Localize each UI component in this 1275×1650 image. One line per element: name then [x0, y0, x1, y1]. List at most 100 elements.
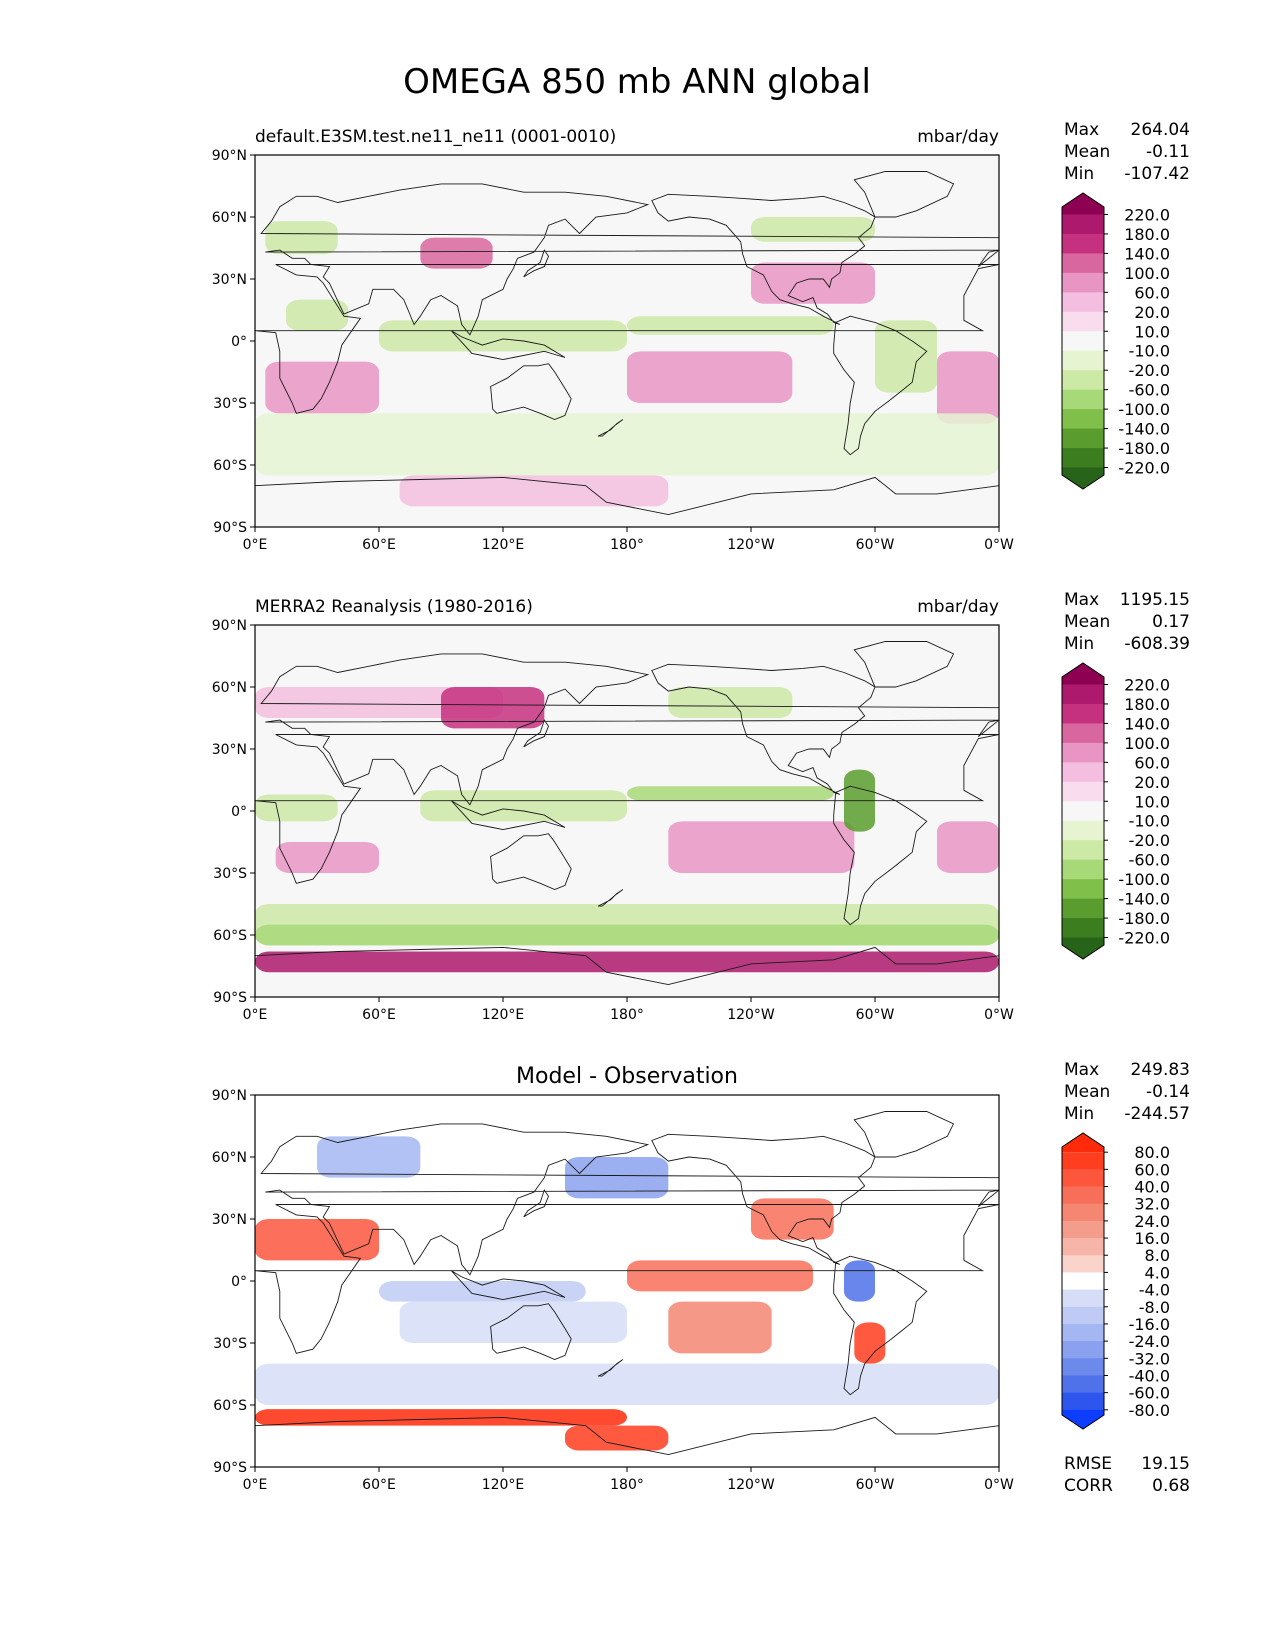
reference-colorbar-label: 220.0	[1124, 675, 1170, 694]
lon-tick-label: 0°W	[984, 1477, 1014, 1493]
lon-tick-label: 120°E	[482, 537, 525, 553]
lat-tick-label: 30°N	[212, 1212, 247, 1228]
lat-tick-label: 90°N	[212, 1088, 247, 1104]
lat-tick-label: 60°S	[213, 928, 247, 944]
lat-tick-label: 30°N	[212, 742, 247, 758]
reference-coastlines	[255, 641, 999, 997]
test-colorbar-segment	[1062, 233, 1104, 254]
test-stat-value: -107.42	[1124, 164, 1190, 184]
lat-tick-label: 90°S	[213, 990, 247, 1006]
reference-colorbar-segment	[1062, 859, 1104, 880]
lat-tick-label: 30°S	[213, 866, 247, 882]
reference-colorbar-segment	[1062, 801, 1104, 822]
reference-field-region	[275, 842, 379, 873]
test-colorbar-label: 10.0	[1134, 322, 1170, 341]
difference-colorbar-extend-min	[1062, 1409, 1104, 1429]
difference-colorbar-segment	[1062, 1358, 1104, 1376]
difference-colorbar-label: 24.0	[1134, 1212, 1170, 1231]
lon-tick-label: 180°	[610, 1477, 644, 1493]
reference-field-region	[668, 821, 855, 873]
difference-stat-label: Min	[1064, 1104, 1094, 1124]
difference-stat-value: 249.83	[1131, 1060, 1190, 1080]
lon-tick-label: 120°W	[727, 537, 775, 553]
test-colorbar-label: 100.0	[1124, 264, 1170, 283]
difference-colorbar-label: 8.0	[1145, 1246, 1170, 1265]
lon-tick-label: 120°W	[727, 1477, 775, 1493]
reference-stat-label: Mean	[1064, 612, 1110, 632]
difference-colorbar-label: -80.0	[1129, 1401, 1170, 1420]
reference-colorbar-label: 10.0	[1134, 792, 1170, 811]
difference-colorbar-label: 40.0	[1134, 1178, 1170, 1197]
test-field-region	[255, 413, 999, 476]
difference-field-region	[255, 1363, 999, 1405]
reference-colorbar-label: 140.0	[1124, 714, 1170, 733]
reference-stat-label: Max	[1064, 590, 1099, 610]
test-stat-label: Max	[1064, 120, 1099, 140]
difference-field	[255, 1095, 999, 1467]
reference-field-region	[255, 924, 999, 946]
test-colorbar-segment	[1062, 253, 1104, 274]
lat-tick-label: 30°N	[212, 272, 247, 288]
reference-stat-value: -608.39	[1124, 634, 1190, 654]
reference-field	[255, 625, 999, 997]
reference-colorbar-label: -140.0	[1118, 890, 1170, 909]
difference-center-title: Model - Observation	[516, 1064, 738, 1089]
reference-field-region	[420, 790, 627, 822]
lat-tick-label: 60°N	[212, 210, 247, 226]
difference-colorbar-segment	[1062, 1289, 1104, 1308]
test-colorbar-label: -180.0	[1118, 439, 1170, 458]
difference-extra-stat-value: 19.15	[1141, 1454, 1190, 1474]
lat-tick-label: 30°S	[213, 396, 247, 412]
difference-extra-stat-label: CORR	[1064, 1476, 1113, 1496]
reference-colorbar-label: -60.0	[1129, 851, 1170, 870]
difference-extra-stat-value: 0.68	[1152, 1476, 1190, 1496]
figure-title: OMEGA 850 mb ANN global	[403, 62, 871, 102]
test-colorbar-segment	[1062, 214, 1104, 235]
reference-field-region	[255, 794, 338, 822]
test-field-region	[399, 475, 669, 507]
difference-stat-label: Mean	[1064, 1082, 1110, 1102]
difference-colorbar-label: -32.0	[1129, 1349, 1170, 1368]
difference-colorbar-segment	[1062, 1220, 1104, 1239]
test-coastlines	[255, 171, 999, 527]
lon-tick-label: 60°W	[856, 1477, 895, 1493]
lat-tick-label: 60°S	[213, 458, 247, 474]
test-left-title: default.E3SM.test.ne11_ne11 (0001-0010)	[255, 127, 616, 147]
panel-test: 90°N 60°N 30°N 0° 30°S 60°S 90°S0°E 60°E 120°E 18…	[212, 120, 1190, 553]
difference-field-region	[627, 1260, 813, 1292]
lat-tick-label: 60°N	[212, 1150, 247, 1166]
lon-tick-label: 0°E	[243, 1477, 268, 1493]
test-colorbar-label: -100.0	[1118, 400, 1170, 419]
panel-difference: 90°N 60°N 30°N 0° 30°S 60°S 90°S0°E 60°E 120°E 18…	[212, 1060, 1190, 1496]
lon-tick-label: 60°E	[362, 1007, 396, 1023]
test-stat-value: 264.04	[1131, 120, 1190, 140]
difference-colorbar-extend-max	[1062, 1133, 1104, 1153]
lon-tick-label: 60°W	[856, 537, 895, 553]
test-field-region	[286, 299, 348, 331]
lon-tick-label: 60°W	[856, 1007, 895, 1023]
test-field	[255, 155, 999, 527]
reference-colorbar-segment	[1062, 762, 1104, 783]
test-colorbar-segment	[1062, 331, 1104, 352]
reference-colorbar-segment	[1062, 918, 1104, 939]
reference-colorbar-segment	[1062, 898, 1104, 919]
test-stat-value: -0.11	[1146, 142, 1190, 162]
difference-colorbar-label: -24.0	[1129, 1332, 1170, 1351]
lat-tick-label: 30°S	[213, 1336, 247, 1352]
difference-stat-value: -244.57	[1124, 1104, 1190, 1124]
difference-coastlines	[255, 1111, 999, 1467]
test-field-region	[751, 217, 875, 242]
lon-tick-label: 120°W	[727, 1007, 775, 1023]
reference-left-title: MERRA2 Reanalysis (1980-2016)	[255, 597, 533, 617]
lon-tick-label: 0°W	[984, 537, 1014, 553]
reference-colorbar-label: 20.0	[1134, 773, 1170, 792]
reference-colorbar-segment	[1062, 723, 1104, 744]
difference-colorbar-segment	[1062, 1272, 1104, 1291]
reference-field-region	[255, 951, 999, 973]
test-units: mbar/day	[917, 127, 999, 147]
test-colorbar-label: 140.0	[1124, 244, 1170, 263]
difference-colorbar-outline	[1061, 1132, 1105, 1430]
reference-field-region	[627, 786, 834, 801]
difference-colorbar-segment	[1062, 1341, 1104, 1359]
test-field-region	[875, 320, 937, 393]
